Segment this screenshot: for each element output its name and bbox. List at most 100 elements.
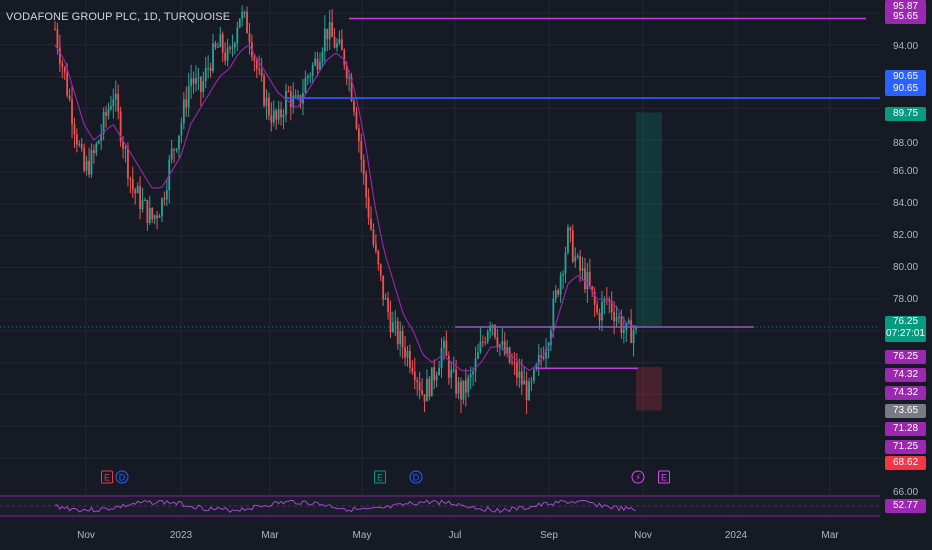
- candle-body: [299, 95, 302, 104]
- candle-body: [567, 227, 569, 253]
- candle-body: [559, 275, 562, 295]
- candle-body: [294, 95, 297, 97]
- candle-body: [187, 85, 190, 108]
- candle-body: [535, 364, 538, 370]
- candle-body: [486, 331, 489, 342]
- candle-body: [394, 321, 397, 323]
- candle-body: [423, 394, 426, 402]
- candle-body: [513, 362, 516, 364]
- candle-body: [182, 99, 185, 124]
- event-marker-letter: D: [413, 473, 420, 483]
- candle-body: [229, 47, 231, 49]
- candle-body: [165, 190, 168, 200]
- candle-body: [292, 95, 295, 108]
- candle-body: [598, 312, 601, 321]
- candle-body: [280, 109, 282, 118]
- level-lines[interactable]: [0, 17, 880, 370]
- candle-body: [552, 298, 555, 331]
- candle-body: [438, 367, 440, 376]
- candle-body: [477, 352, 479, 359]
- candle-body: [139, 186, 141, 210]
- candle-body: [343, 50, 346, 66]
- candle-body: [117, 93, 120, 112]
- candle-body: [523, 380, 526, 385]
- candle-body: [435, 375, 438, 381]
- candle-body: [243, 12, 246, 14]
- candles: [54, 5, 637, 415]
- price-tag-value: 71.28: [892, 423, 919, 434]
- event-markers[interactable]: E D E D E⚡: [101, 470, 670, 484]
- candle-body: [314, 58, 317, 66]
- candle-body: [195, 78, 197, 84]
- candle-body: [85, 160, 88, 171]
- x-tick-label: Nov: [634, 530, 652, 541]
- event-marker-letter: E: [661, 473, 667, 483]
- candle-body: [542, 356, 545, 359]
- candle-body: [357, 128, 360, 141]
- candle-body: [246, 12, 248, 34]
- candle-body: [328, 22, 331, 40]
- candle-body: [562, 273, 564, 276]
- rsi-value-tag: 52.77: [885, 499, 926, 513]
- candle-body: [216, 46, 219, 48]
- candle-body: [127, 147, 129, 179]
- candle-body: [389, 311, 392, 332]
- x-tick-label: 2023: [170, 530, 193, 541]
- price-tag-value: 73.65: [892, 405, 919, 416]
- candle-body: [192, 78, 195, 84]
- candle-body: [141, 200, 144, 210]
- candle-body: [73, 124, 76, 135]
- earnings-marker: [374, 470, 386, 484]
- candle-body: [131, 178, 134, 190]
- candle-body: [253, 56, 256, 61]
- candle-body: [92, 150, 95, 153]
- x-tick-label: Sep: [540, 530, 558, 541]
- candle-body: [163, 198, 166, 200]
- candle-body: [462, 380, 465, 400]
- candle-body: [151, 207, 154, 220]
- candle-body: [156, 215, 159, 218]
- candle-body: [421, 390, 423, 395]
- price-tag-value: 66.00: [892, 487, 919, 498]
- candle-body: [520, 371, 523, 385]
- candle-body: [481, 341, 484, 343]
- candle-body: [180, 123, 183, 136]
- candle-body: [345, 65, 348, 78]
- price-tag: 76.25: [885, 350, 926, 364]
- candle-body: [370, 218, 372, 230]
- candle-body: [472, 371, 475, 375]
- candle-body: [54, 28, 56, 30]
- candle-body: [175, 149, 178, 151]
- candle-body: [258, 68, 261, 70]
- candle-body: [576, 255, 579, 257]
- candle-body: [226, 47, 229, 61]
- price-tag-value: 94.00: [892, 41, 919, 52]
- rsi-pane: [0, 494, 880, 518]
- candle-body: [550, 330, 552, 345]
- candle-body: [406, 350, 409, 358]
- candle-body: [353, 101, 355, 112]
- candle-body: [545, 349, 547, 359]
- candle-body: [212, 43, 214, 72]
- candle-body: [557, 290, 560, 295]
- candle-body: [199, 77, 202, 92]
- price-tag: 74.32: [885, 386, 926, 400]
- candle-body: [399, 330, 402, 345]
- price-tag: 73.65: [885, 404, 926, 418]
- candle-body: [413, 371, 416, 381]
- price-tag-value: 95.65: [892, 11, 919, 22]
- candle-body: [178, 135, 180, 150]
- candle-body: [496, 337, 499, 348]
- price-tag-value: 90.65: [892, 83, 919, 94]
- candle-body: [236, 27, 239, 44]
- candle-body: [197, 77, 200, 79]
- candle-body: [411, 367, 414, 372]
- candle-body: [355, 111, 358, 129]
- ma-line: [54, 44, 637, 372]
- candle-body: [277, 109, 280, 120]
- candle-body: [460, 381, 462, 400]
- candle-body: [569, 227, 572, 231]
- x-tick-label: May: [353, 530, 372, 541]
- candle-body: [511, 362, 513, 364]
